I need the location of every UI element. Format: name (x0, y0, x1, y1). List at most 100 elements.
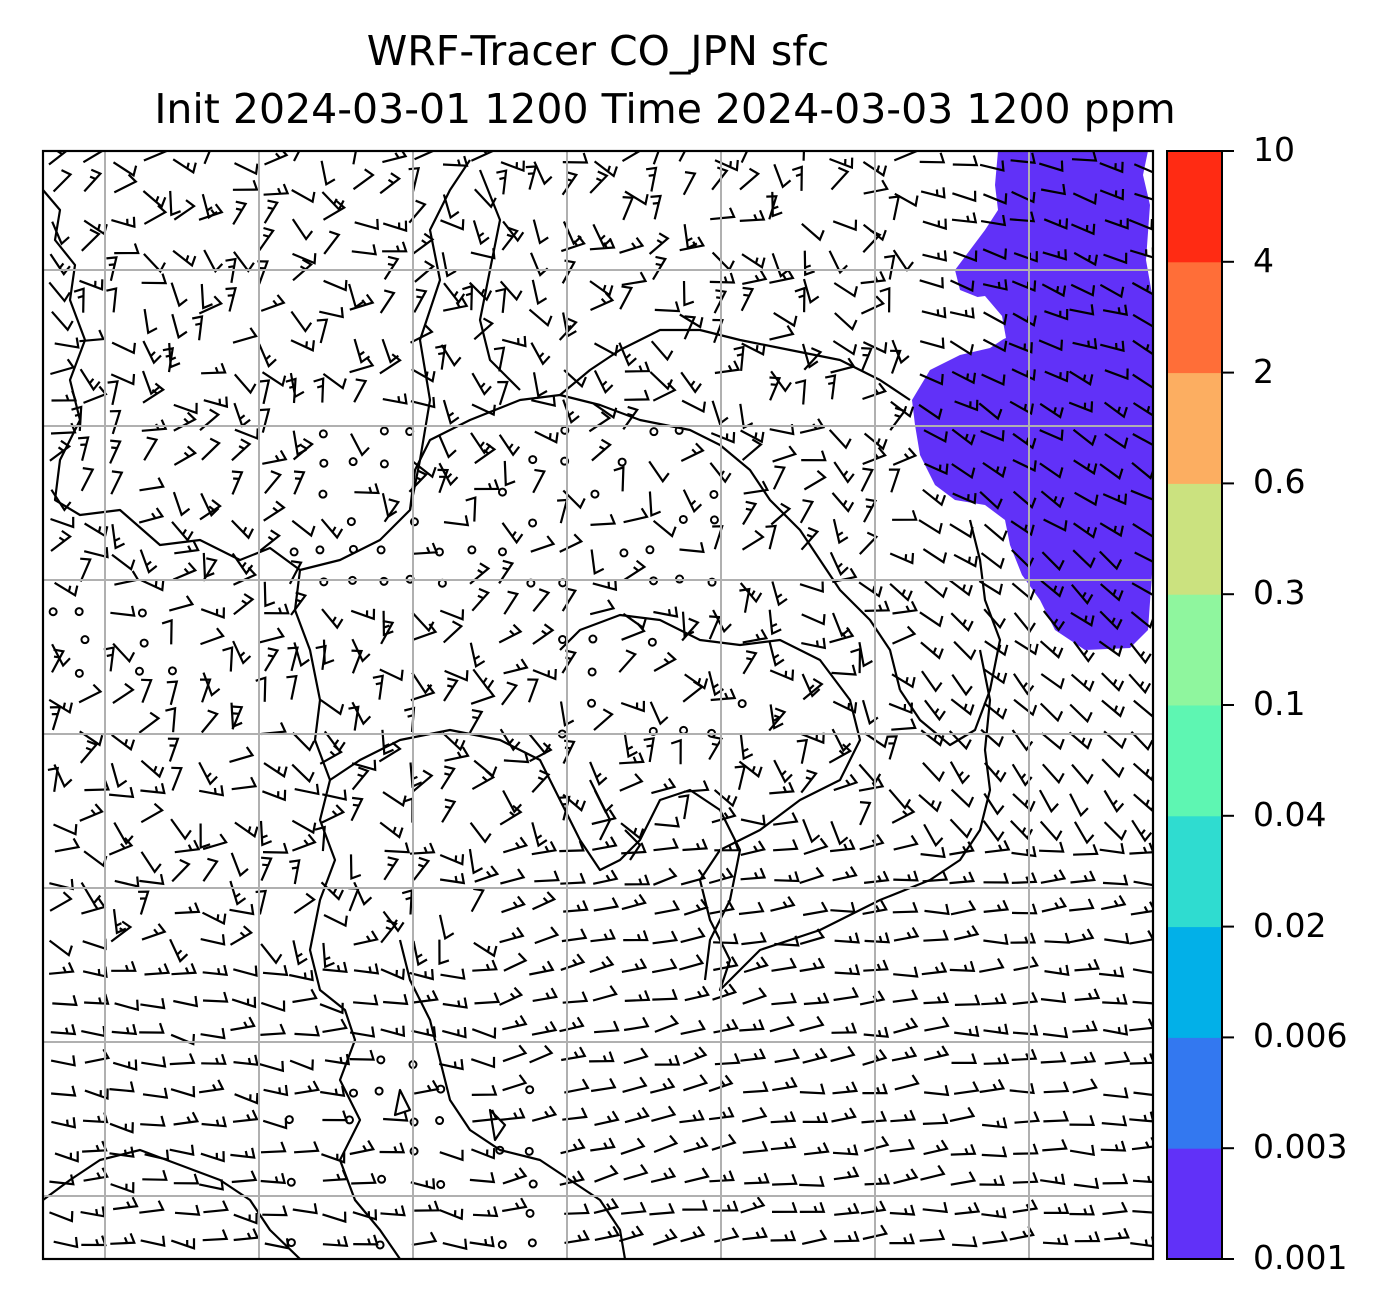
wind-barb (563, 369, 587, 389)
wind-barb (893, 966, 919, 978)
wind-barb (859, 531, 879, 555)
wind-barb (891, 339, 910, 365)
wind-barb (1010, 520, 1035, 537)
wind-barb (862, 223, 887, 242)
wind-barb (533, 161, 553, 186)
colorbar-label: 0.006 (1253, 1016, 1348, 1056)
wind-barb (834, 964, 861, 976)
wind-barb (892, 600, 918, 615)
wind-barb (679, 954, 705, 971)
wind-barb (619, 752, 645, 765)
wind-barb (562, 489, 586, 510)
wind-barb (110, 373, 136, 386)
wind-barb (711, 806, 737, 824)
wind-barb (951, 673, 973, 697)
wind-barb (440, 765, 456, 790)
wind-barb (435, 344, 447, 370)
wind-barb (593, 160, 618, 178)
wind-barb (1100, 340, 1125, 353)
wind-barb (110, 920, 133, 943)
wind-barb (949, 307, 975, 319)
wind-barb (470, 1056, 496, 1069)
wind-barb (200, 709, 219, 734)
calm-wind-circle (409, 1117, 419, 1127)
wind-barb (1041, 732, 1065, 751)
wind-barb (200, 283, 213, 310)
wind-barb (1103, 252, 1128, 265)
wind-barb (738, 760, 763, 779)
wind-barb (528, 308, 553, 328)
wind-barb (924, 580, 948, 599)
wind-barb (441, 798, 457, 823)
wind-barb (263, 1084, 289, 1097)
wind-barb (670, 738, 682, 765)
wind-barb (592, 985, 618, 1002)
wind-barb (1072, 192, 1098, 206)
wind-barb (742, 500, 758, 526)
wind-barb (983, 1023, 1009, 1035)
wind-barb (111, 1023, 138, 1036)
wind-barb (379, 353, 402, 375)
wind-barb (140, 783, 166, 795)
wind-barb (833, 461, 855, 484)
wind-barb (532, 623, 555, 645)
wind-barb (349, 1049, 376, 1061)
wind-barb (202, 1229, 229, 1242)
wind-barb (680, 371, 702, 394)
wind-barb (47, 766, 60, 792)
wind-barb (501, 226, 519, 251)
colorbar-label: 0.1 (1253, 684, 1306, 723)
calm-wind-circle (527, 1238, 537, 1248)
wind-barb (832, 1144, 859, 1156)
wind-barb (79, 368, 101, 392)
wind-barb (292, 252, 317, 265)
wind-barb (560, 953, 586, 971)
wind-barb (850, 647, 862, 674)
wind-barb (922, 250, 948, 262)
wind-barb (681, 399, 706, 414)
wind-barb (233, 373, 257, 395)
wind-barb (949, 340, 974, 356)
wind-barb (593, 1197, 620, 1214)
wind-barb (864, 600, 891, 612)
wind-barb (107, 380, 119, 406)
wind-barb (1133, 793, 1153, 812)
wind-barb (372, 674, 385, 700)
wind-barb (650, 1077, 676, 1094)
wind-barb (794, 286, 806, 313)
wind-barb (502, 1015, 528, 1031)
wind-barb (1129, 930, 1153, 945)
wind-barb (412, 623, 438, 641)
wind-barb (949, 818, 973, 839)
wind-barb (462, 284, 474, 311)
colorbar-label: 0.3 (1253, 573, 1306, 613)
wind-barb (203, 249, 224, 274)
wind-barb (232, 640, 252, 665)
calm-wind-circle (167, 666, 177, 676)
wind-barb (232, 1109, 259, 1123)
wind-barb (894, 1074, 920, 1091)
wind-barb (741, 438, 763, 461)
wind-barb (411, 1231, 438, 1246)
wind-barb (739, 587, 751, 613)
wind-barb (922, 1201, 949, 1214)
calm-wind-circle (528, 455, 538, 465)
wind-barb (1040, 579, 1065, 598)
wind-barb (645, 166, 658, 192)
wind-barb (142, 1169, 168, 1181)
wind-barb (352, 151, 357, 165)
wind-barb (202, 857, 219, 882)
wind-barb (349, 854, 362, 880)
wind-barb (82, 1140, 108, 1153)
wind-barb (166, 680, 179, 706)
wind-barb (860, 347, 873, 372)
calm-wind-circle (497, 487, 507, 497)
wind-barb (1040, 673, 1065, 690)
wind-barb (919, 611, 944, 628)
wind-barb (438, 1208, 464, 1221)
wind-barb (263, 762, 288, 779)
wind-barb (1099, 550, 1123, 571)
wind-barb (473, 317, 495, 341)
wind-barb (791, 165, 803, 191)
colorbar-band (1167, 815, 1222, 928)
